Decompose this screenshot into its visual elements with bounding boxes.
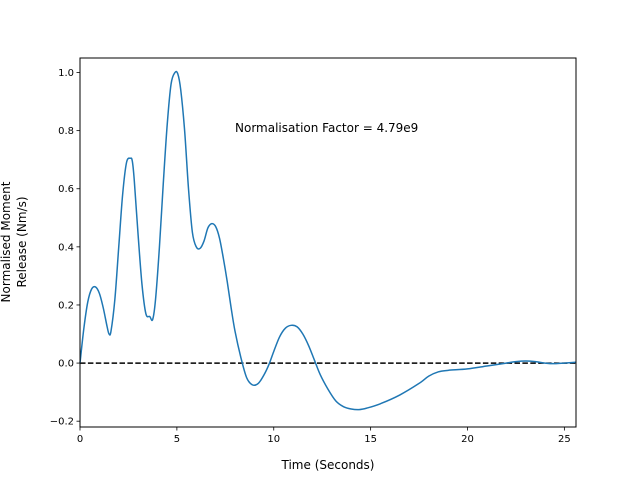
x-tick-label: 20 (461, 434, 474, 445)
y-tick-label: −0.2 (50, 417, 74, 428)
y-tick-label: 0.4 (58, 242, 74, 253)
x-tick-label: 25 (558, 434, 571, 445)
x-tick-label: 5 (174, 434, 180, 445)
y-tick-label: 1.0 (58, 68, 74, 79)
y-tick-label: 0.8 (58, 126, 74, 137)
series-layer (79, 70, 577, 411)
y-tick-label: 0.2 (58, 300, 74, 311)
x-tick-label: 10 (267, 434, 280, 445)
series-line-0 (79, 70, 577, 411)
x-axis-label: Time (Seconds) (281, 458, 375, 472)
y-ticks: −0.2 0.0 0.2 0.4 0.6 0.8 1.0 (50, 68, 80, 428)
y-axis-label-line-2: Release (Nm/s) (15, 196, 29, 287)
x-tick-label: 15 (364, 434, 377, 445)
y-tick-label: 0.0 (58, 359, 74, 370)
plot-frame (79, 57, 577, 428)
plot-area (80, 58, 576, 427)
x-tick-label: 0 (77, 434, 83, 445)
y-axis-label-line-1: Normalised Moment (0, 181, 13, 302)
x-ticks: 0 5 10 15 20 25 (77, 427, 571, 445)
y-tick-label: 0.6 (58, 184, 74, 195)
normalisation-annotation: Normalisation Factor = 4.79e9 (235, 121, 418, 135)
